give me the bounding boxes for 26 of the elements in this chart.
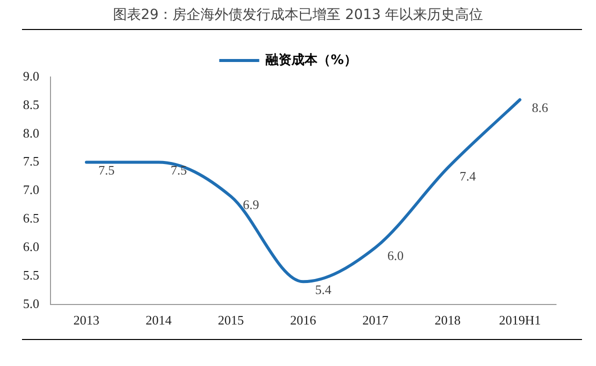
- x-tick-label: 2017: [362, 312, 389, 328]
- chart-title: 图表29：房企海外债发行成本已增至 2013 年以来历史高位: [112, 6, 484, 24]
- x-tick-label: 2014: [146, 312, 172, 328]
- y-tick-label: 5.5: [23, 267, 40, 282]
- x-tick-label: 2019H1: [498, 312, 541, 328]
- x-tick-label: 2013: [73, 312, 100, 328]
- data-label: 7.5: [170, 162, 187, 178]
- y-tick-label: 9.0: [23, 68, 40, 84]
- y-tick-label: 7.5: [23, 154, 40, 169]
- y-tick-label: 6.5: [23, 210, 40, 226]
- data-label: 7.4: [460, 168, 476, 184]
- y-tick-label: 8.0: [23, 125, 40, 140]
- data-label: 5.4: [315, 282, 332, 298]
- y-tick-label: 5.0: [23, 296, 40, 311]
- data-label: 8.6: [532, 100, 549, 116]
- y-tick-label: 7.0: [23, 182, 40, 198]
- x-tick-label: 2015: [218, 312, 244, 328]
- data-label: 7.5: [98, 162, 115, 178]
- data-label: 6.9: [242, 196, 260, 212]
- line-series: [84, 98, 522, 284]
- data-label: 6.0: [387, 248, 404, 263]
- x-tick-label: 2016: [290, 312, 317, 328]
- legend-label: 融资成本（%）: [266, 52, 357, 68]
- y-tick-label: 6.0: [23, 238, 40, 254]
- x-tick-label: 2018: [434, 312, 461, 328]
- y-tick-label: 8.5: [23, 96, 40, 112]
